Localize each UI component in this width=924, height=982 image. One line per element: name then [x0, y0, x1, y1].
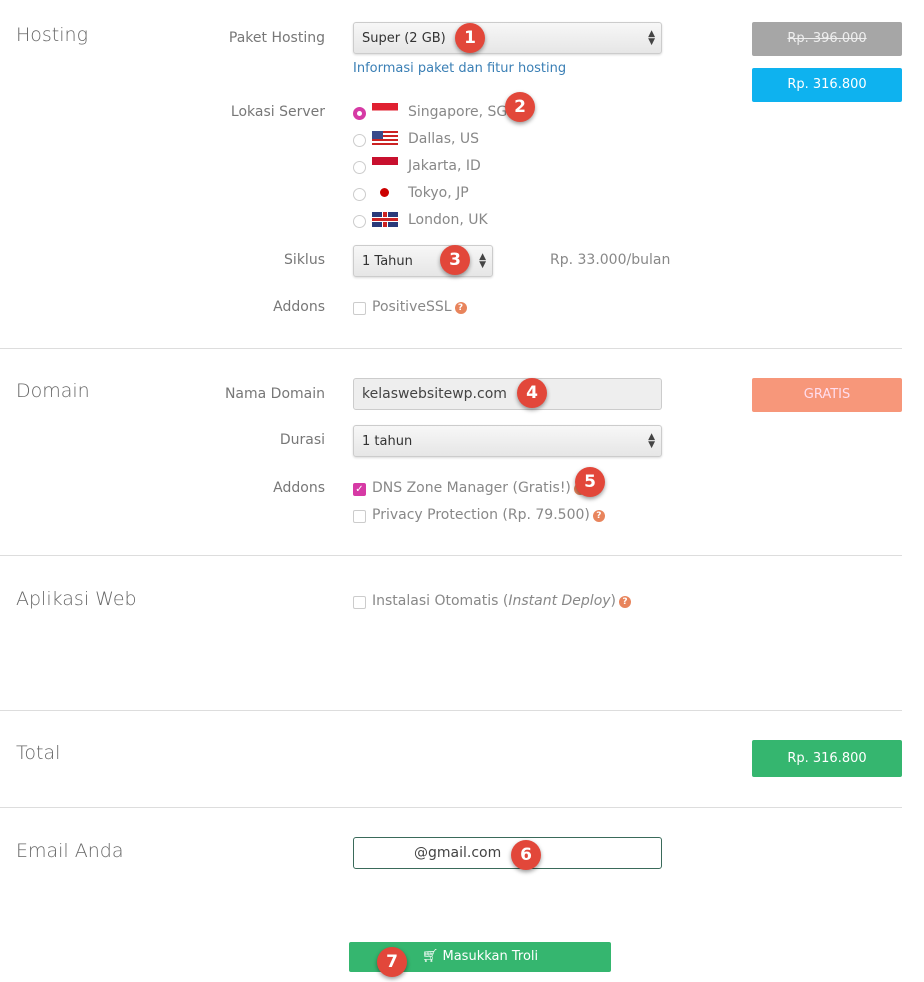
section-title-email: Email Anda	[16, 840, 124, 862]
location-label: Lokasi Server	[230, 104, 325, 120]
radio-london[interactable]	[353, 215, 366, 228]
dns-checkbox[interactable]: ✓	[353, 483, 366, 496]
privacy-label: Privacy Protection (Rp. 79.500)	[372, 507, 590, 523]
flag-uk-icon	[372, 212, 398, 227]
package-label: Paket Hosting	[228, 30, 325, 46]
monthly-price: Rp. 33.000/bulan	[550, 252, 671, 268]
package-info-link[interactable]: Informasi paket dan fitur hosting	[353, 61, 567, 76]
step-marker: 6	[511, 840, 541, 870]
install-addon: Instalasi Otomatis (Instant Deploy)?	[372, 593, 632, 609]
flag-sg-icon	[372, 103, 398, 118]
cart-icon: 🛒︎	[421, 949, 443, 964]
location-option[interactable]: London, UK	[408, 212, 488, 228]
help-icon[interactable]: ?	[592, 510, 605, 522]
install-label-suffix: )	[610, 593, 617, 609]
location-option[interactable]: Jakarta, ID	[408, 158, 481, 174]
total-price-button[interactable]: Rp. 316.800	[752, 740, 902, 777]
install-label: Instalasi Otomatis (	[372, 593, 509, 609]
step-marker: 4	[517, 378, 547, 408]
flag-jp-icon	[372, 185, 398, 200]
radio-dallas[interactable]	[353, 134, 366, 147]
radio-tokyo[interactable]	[353, 188, 366, 201]
duration-label: Durasi	[279, 432, 325, 448]
domain-price-button[interactable]: GRATIS	[752, 378, 902, 412]
flag-id-icon	[372, 157, 398, 172]
help-icon[interactable]: ?	[619, 596, 632, 608]
cycle-value: 1 Tahun	[362, 254, 413, 269]
ssl-addon: PositiveSSL?	[372, 299, 467, 315]
cycle-label: Siklus	[284, 252, 325, 268]
duration-select[interactable]: 1 tahun ▲ ▼	[353, 425, 662, 457]
domain-name-label: Nama Domain	[224, 386, 325, 402]
divider	[0, 710, 902, 711]
flag-us-icon	[372, 131, 398, 146]
package-select[interactable]: Super (2 GB) ▲ ▼	[353, 22, 662, 54]
domain-addons-label: Addons	[273, 480, 325, 496]
install-checkbox[interactable]	[353, 596, 366, 609]
step-marker: 2	[505, 92, 535, 122]
section-title-total: Total	[16, 742, 61, 764]
help-icon[interactable]: ?	[454, 302, 467, 314]
privacy-checkbox[interactable]	[353, 510, 366, 523]
step-marker: 1	[455, 23, 485, 53]
old-price-badge: Rp. 396.000	[752, 22, 902, 56]
privacy-addon: Privacy Protection (Rp. 79.500)?	[372, 507, 605, 523]
step-marker: 7	[377, 947, 407, 977]
package-value: Super (2 GB)	[362, 31, 446, 46]
select-arrows-icon: ▲ ▼	[648, 29, 655, 47]
step-marker: 3	[440, 245, 470, 275]
addons-label: Addons	[273, 299, 325, 315]
cycle-select[interactable]: 1 Tahun ▲ ▼	[353, 245, 493, 277]
step-marker: 5	[575, 467, 605, 497]
hosting-price-button[interactable]: Rp. 316.800	[752, 68, 902, 102]
select-arrows-icon: ▲ ▼	[479, 252, 486, 270]
location-option[interactable]: Dallas, US	[408, 131, 480, 147]
dns-addon: DNS Zone Manager (Gratis!)?	[372, 480, 586, 496]
section-title-domain: Domain	[16, 380, 90, 402]
email-input[interactable]: @gmail.com	[353, 837, 662, 869]
select-arrows-icon: ▲ ▼	[648, 432, 655, 450]
ssl-checkbox[interactable]	[353, 302, 366, 315]
domain-name-input[interactable]: kelaswebsitewp.com	[353, 378, 662, 410]
divider	[0, 348, 902, 349]
duration-value: 1 tahun	[362, 434, 413, 449]
ssl-label: PositiveSSL	[372, 299, 452, 315]
dns-label: DNS Zone Manager (Gratis!)	[372, 480, 571, 496]
divider	[0, 807, 902, 808]
install-label-emphasis: Instant Deploy	[508, 593, 611, 609]
section-title-webapp: Aplikasi Web	[16, 588, 137, 610]
add-to-cart-label: Masukkan Troli	[442, 949, 539, 964]
radio-singapore[interactable]	[353, 107, 366, 120]
radio-jakarta[interactable]	[353, 161, 366, 174]
divider	[0, 555, 902, 556]
section-title-hosting: Hosting	[16, 24, 88, 46]
location-option[interactable]: Tokyo, JP	[408, 185, 469, 201]
location-option[interactable]: Singapore, SG	[408, 104, 508, 120]
